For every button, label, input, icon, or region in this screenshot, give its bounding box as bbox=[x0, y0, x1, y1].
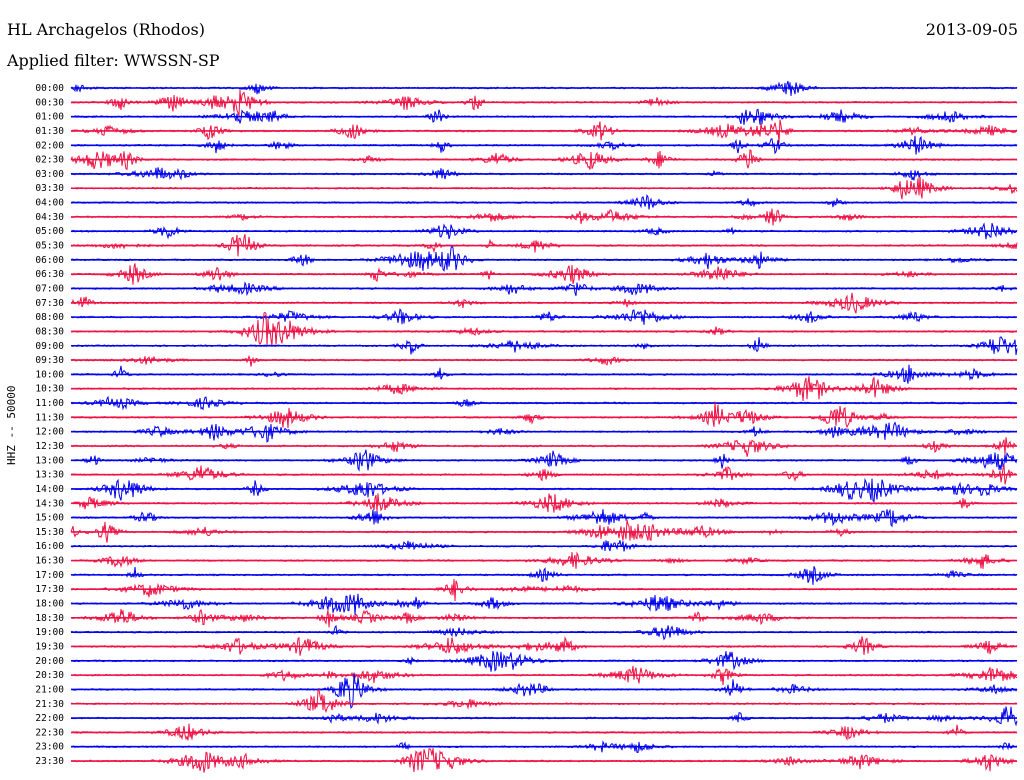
row-time-label: 14:00 bbox=[35, 484, 64, 495]
row-time-label: 13:30 bbox=[35, 470, 64, 481]
row-time-label: 17:30 bbox=[35, 584, 64, 595]
row-time-label: 15:00 bbox=[35, 513, 64, 524]
station-title: HL Archagelos (Rhodos) bbox=[7, 20, 205, 39]
y-axis-label: HHZ -- 50000 bbox=[5, 386, 18, 465]
row-time-label: 02:30 bbox=[35, 155, 64, 166]
row-time-label: 01:30 bbox=[35, 126, 64, 137]
trace-line bbox=[70, 706, 1018, 727]
row-time-label: 20:30 bbox=[35, 670, 64, 681]
row-time-label: 04:00 bbox=[35, 198, 64, 209]
row-time-label: 16:30 bbox=[35, 556, 64, 567]
row-time-label: 12:00 bbox=[35, 427, 64, 438]
row-time-label: 05:30 bbox=[35, 241, 64, 252]
row-time-label: 13:00 bbox=[35, 455, 64, 466]
row-time-label: 23:30 bbox=[35, 756, 64, 767]
row-time-label: 03:00 bbox=[35, 169, 64, 180]
trace-line bbox=[70, 245, 1018, 272]
row-time-label: 19:30 bbox=[35, 641, 64, 652]
row-time-label: 06:00 bbox=[35, 255, 64, 266]
trace-line bbox=[70, 477, 1018, 503]
row-time-label: 12:30 bbox=[35, 441, 64, 452]
row-time-label: 18:30 bbox=[35, 613, 64, 624]
row-time-label: 22:00 bbox=[35, 713, 64, 724]
row-time-label: 00:30 bbox=[35, 97, 64, 108]
row-time-label: 10:30 bbox=[35, 384, 64, 395]
trace-line bbox=[70, 401, 1017, 429]
row-time-label: 18:00 bbox=[35, 599, 64, 610]
trace-line bbox=[70, 437, 1018, 457]
row-time-label: 23:00 bbox=[35, 742, 64, 753]
date-label: 2013-09-05 bbox=[925, 20, 1018, 39]
row-time-label: 20:00 bbox=[35, 656, 64, 667]
row-time-label: 11:00 bbox=[35, 398, 64, 409]
row-time-label: 06:30 bbox=[35, 269, 64, 280]
row-time-label: 01:00 bbox=[35, 112, 64, 123]
row-time-label: 09:00 bbox=[35, 341, 64, 352]
row-time-label: 16:00 bbox=[35, 541, 64, 552]
row-time-label: 15:30 bbox=[35, 527, 64, 538]
row-time-label: 04:30 bbox=[35, 212, 64, 223]
row-time-label: 07:00 bbox=[35, 283, 64, 294]
row-time-label: 09:30 bbox=[35, 355, 64, 366]
trace-line bbox=[70, 354, 1018, 367]
row-time-label: 11:30 bbox=[35, 412, 64, 423]
row-time-label: 22:30 bbox=[35, 727, 64, 738]
row-time-label: 21:00 bbox=[35, 684, 64, 695]
row-time-label: 08:30 bbox=[35, 326, 64, 337]
trace-line bbox=[70, 578, 1017, 602]
row-time-label: 19:00 bbox=[35, 627, 64, 638]
trace-line bbox=[70, 688, 1018, 714]
filter-label: Applied filter: WWSSN-SP bbox=[7, 51, 220, 70]
row-time-label: 14:30 bbox=[35, 498, 64, 509]
trace-line bbox=[70, 672, 1018, 709]
row-time-label: 21:30 bbox=[35, 699, 64, 710]
row-time-label: 05:00 bbox=[35, 226, 64, 237]
row-time-label: 03:30 bbox=[35, 183, 64, 194]
row-time-label: 02:00 bbox=[35, 140, 64, 151]
row-time-label: 07:30 bbox=[35, 298, 64, 309]
row-time-label: 08:00 bbox=[35, 312, 64, 323]
row-time-label: 17:00 bbox=[35, 570, 64, 581]
row-time-label: 00:00 bbox=[35, 83, 64, 94]
row-time-label: 10:00 bbox=[35, 369, 64, 380]
